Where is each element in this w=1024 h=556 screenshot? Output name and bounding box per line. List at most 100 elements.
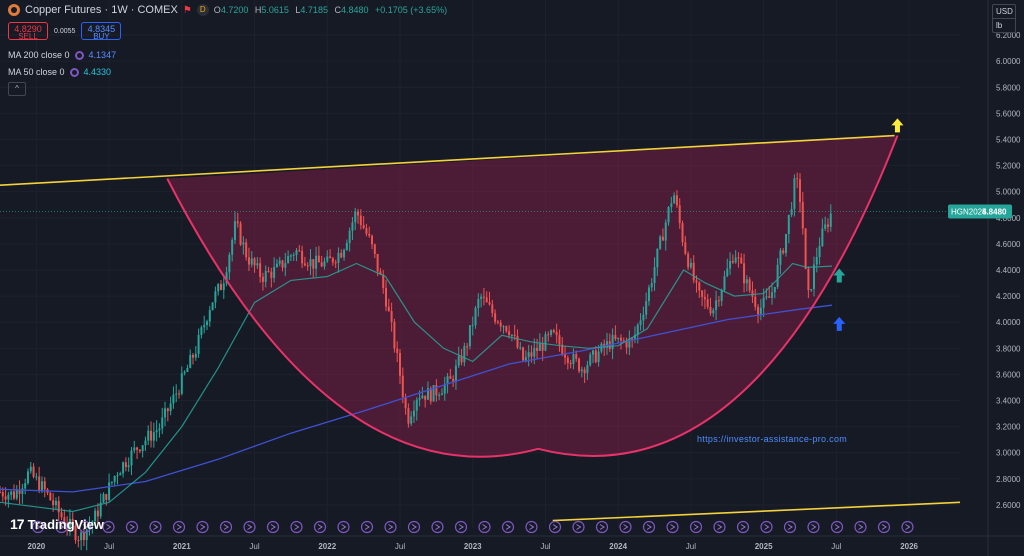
candle-body (68, 518, 71, 527)
sell-button[interactable]: 4.8290 SELL (8, 22, 48, 41)
indicator-ma200[interactable]: MA 200 close 0 4.1347 (8, 50, 116, 60)
candle-body (432, 385, 435, 402)
candle-body (219, 284, 222, 291)
candle-body (192, 354, 195, 358)
resistance-trendline (0, 134, 895, 186)
sell-price: 4.8290 (14, 24, 42, 34)
candle-body (670, 203, 673, 208)
indicator-ma50[interactable]: MA 50 close 0 4.4330 (8, 67, 111, 77)
currency-unit-selector[interactable]: USD lb (992, 4, 1016, 33)
candle-body (96, 510, 99, 517)
candle-body (247, 257, 250, 265)
candle-body (29, 466, 32, 472)
candle-body (242, 242, 245, 245)
event-marker-icon (411, 524, 417, 530)
event-marker-icon (787, 524, 793, 530)
candle-body (359, 215, 362, 226)
candle-body (698, 282, 701, 291)
settings-icon[interactable] (69, 67, 79, 77)
event-marker-icon (595, 520, 609, 534)
candle-body (810, 289, 813, 291)
data-badge[interactable]: D (196, 4, 209, 16)
candle-body (110, 481, 113, 483)
candle-body (147, 430, 150, 441)
high-value: 5.0615 (261, 5, 289, 15)
event-marker-icon (196, 520, 209, 534)
candle-body (136, 447, 139, 450)
candle-body (127, 465, 130, 468)
event-marker-icon (764, 524, 770, 530)
price-tick-label: 2.8000 (996, 475, 1021, 484)
tradingview-logo[interactable]: 17 TradingView (10, 516, 104, 532)
candle-body (40, 481, 43, 491)
candle-body (292, 255, 295, 257)
event-marker-icon (576, 524, 582, 530)
buy-price: 4.8345 (87, 24, 116, 34)
copper-symbol-icon (8, 4, 20, 16)
candle-body (815, 256, 818, 265)
candle-body (340, 252, 343, 258)
candle-body (824, 224, 827, 229)
candle-body (552, 330, 555, 333)
low-value: 4.7185 (300, 5, 328, 15)
candle-body (723, 276, 726, 291)
candle-body (664, 222, 667, 241)
candle-body (186, 367, 189, 372)
unit-label[interactable]: lb (993, 18, 1015, 32)
price-tick-label: 5.6000 (996, 109, 1021, 118)
candle-body (826, 224, 829, 227)
time-tick-label: 2021 (173, 542, 191, 551)
candle-body (647, 287, 650, 302)
candle-body (519, 347, 522, 349)
candle-body (197, 334, 200, 354)
candle-body (701, 290, 704, 297)
event-marker-icon (807, 520, 820, 534)
symbol-title[interactable]: Copper Futures · 1W · COMEX (25, 4, 178, 16)
price-tick-label: 3.8000 (996, 344, 1021, 353)
candle-body (667, 207, 670, 223)
candle-body (399, 353, 401, 376)
buy-button[interactable]: 4.8345 BUY (81, 22, 122, 41)
candle-body (60, 512, 63, 518)
candle-body (306, 265, 309, 267)
candle-body (748, 279, 751, 291)
candle-body (793, 178, 796, 209)
candle-body (236, 221, 239, 224)
currency-label[interactable]: USD (996, 7, 1013, 16)
candle-body (309, 259, 312, 267)
price-tick-label: 6.2000 (996, 31, 1021, 40)
candle-body (471, 325, 474, 327)
candle-body (446, 376, 449, 385)
event-marker-icon (854, 520, 867, 534)
candle-body (729, 260, 732, 269)
candle-body (256, 263, 259, 266)
candle-body (566, 357, 569, 364)
event-marker-icon (525, 520, 538, 534)
open-value: 4.7200 (220, 5, 249, 15)
candle-body (510, 334, 513, 336)
candle-body (692, 262, 695, 281)
candle-body (233, 221, 236, 241)
event-marker-icon (646, 524, 652, 530)
candle-body (214, 291, 217, 303)
event-marker-icon (223, 524, 229, 530)
candle-body (15, 490, 18, 499)
candle-body (158, 428, 161, 431)
time-tick-label: 2023 (464, 542, 482, 551)
last-price-symbol: HGN2025 (951, 208, 987, 217)
event-marker-icon (834, 524, 840, 530)
collapse-indicators-button[interactable]: ^ (8, 82, 26, 96)
candle-body (18, 490, 21, 494)
candle-body (488, 302, 491, 305)
candle-body (295, 250, 298, 256)
event-marker-icon (176, 524, 182, 530)
candle-body (138, 449, 141, 452)
event-marker-icon (78, 520, 92, 534)
candle-body (113, 476, 116, 482)
candle-body (351, 222, 354, 231)
flag-icon[interactable]: ⚑ (182, 4, 192, 16)
candle-body (656, 248, 659, 268)
settings-icon[interactable] (74, 50, 84, 60)
candle-body (205, 321, 208, 326)
